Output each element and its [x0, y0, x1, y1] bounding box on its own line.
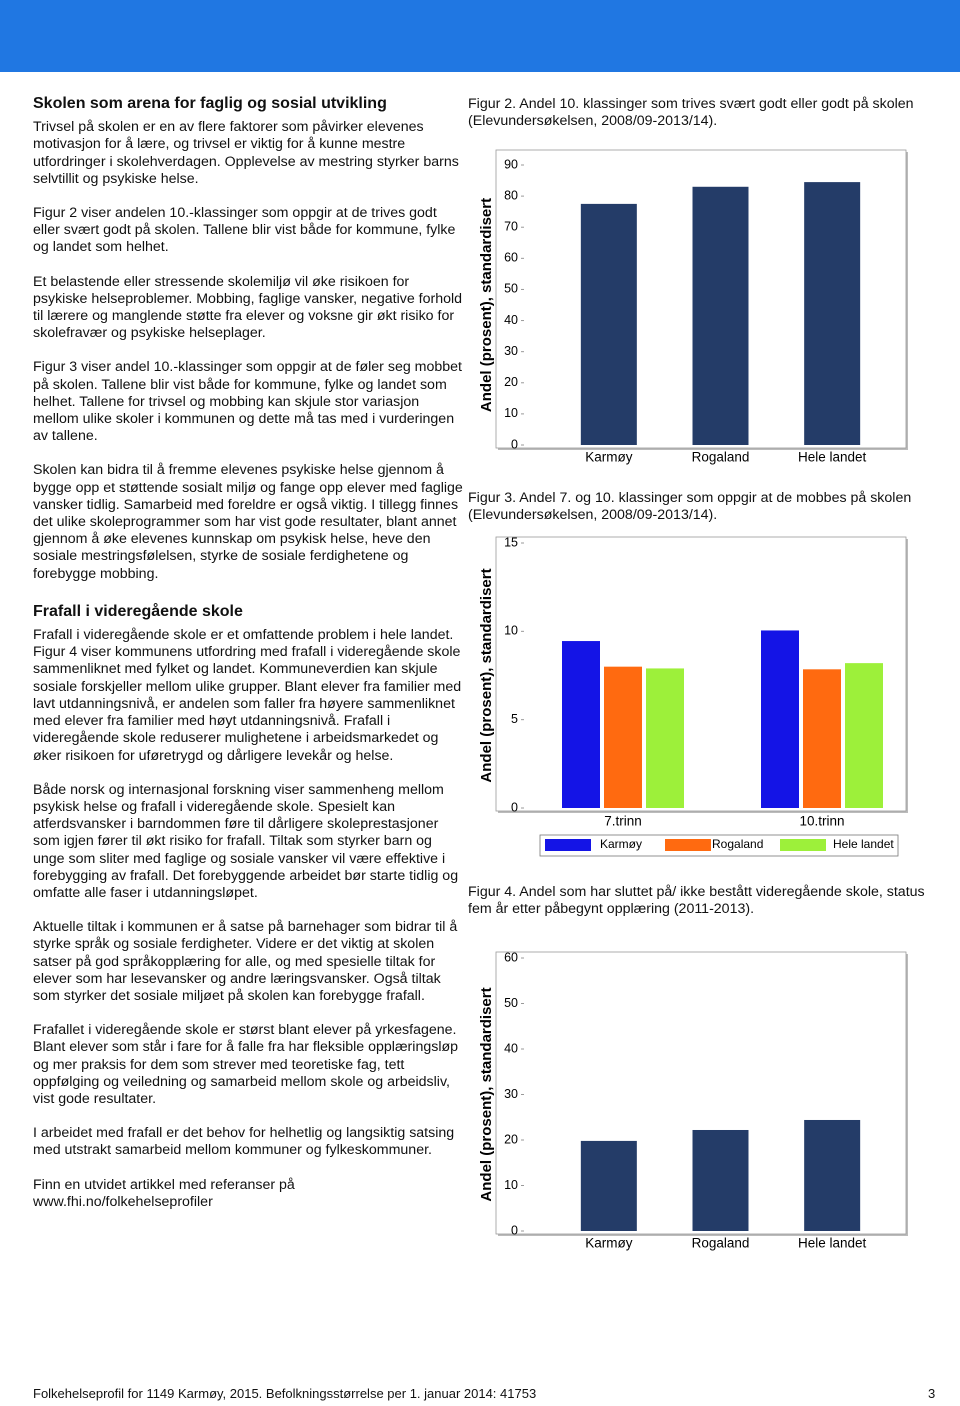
- paragraph: Både norsk og internasjonal forskning vi…: [33, 781, 459, 901]
- bar: [804, 182, 861, 445]
- paragraph: Figur 2 viser andelen 10.-klassinger som…: [33, 205, 456, 256]
- paragraph: Skolen kan bidra til å fremme elevenes p…: [33, 462, 463, 582]
- y-tick-label: 5: [511, 712, 518, 726]
- legend-label: Karmøy: [600, 837, 642, 851]
- legend-swatch: [665, 839, 711, 851]
- section-title: Frafall i videregående skole: [33, 602, 243, 620]
- y-tick-label: 40: [504, 1041, 518, 1055]
- y-tick-label: 50: [504, 282, 518, 296]
- legend-label: Rogaland: [712, 837, 763, 851]
- footer-text: Folkehelseprofil for 1149 Karmøy, 2015. …: [33, 1386, 537, 1401]
- figure-caption: Figur 4. Andel som har sluttet på/ ikke …: [468, 884, 925, 917]
- plot-frame: [495, 536, 907, 812]
- y-tick-label: 60: [504, 251, 518, 265]
- bar: [562, 641, 600, 808]
- paragraph: Finn en utvidet artikkel med referanser …: [33, 1176, 295, 1210]
- x-tick-label: Karmøy: [585, 1236, 633, 1251]
- paragraph: Aktuelle tiltak i kommunen er å satse på…: [33, 919, 458, 1004]
- y-tick-label: 20: [504, 375, 518, 389]
- y-tick-label: 30: [504, 344, 518, 358]
- bar: [580, 203, 637, 445]
- x-tick-label: 10.trinn: [799, 814, 844, 829]
- bar: [692, 1129, 749, 1231]
- bar: [804, 1119, 861, 1231]
- y-tick-label: 40: [504, 313, 518, 327]
- y-tick-label: 10: [504, 624, 518, 638]
- bar: [692, 186, 749, 445]
- y-tick-label: 30: [504, 1087, 518, 1101]
- x-tick-label: Rogaland: [692, 1236, 750, 1251]
- figure-caption: Figur 3. Andel 7. og 10. klassinger som …: [468, 490, 912, 523]
- bar: [580, 1140, 637, 1231]
- y-tick-label: 50: [504, 996, 518, 1010]
- paragraph: Figur 3 viser andel 10.-klassinger som o…: [33, 359, 462, 445]
- paragraph: I arbeidet med frafall er det behov for …: [33, 1125, 455, 1159]
- paragraph: Frafall i videregående skole er et omfat…: [33, 627, 462, 764]
- y-axis-label: Andel (prosent), standardisert: [478, 198, 495, 412]
- header-bar: [0, 0, 960, 72]
- paragraph: Frafallet i videregående skole er størst…: [33, 1022, 459, 1107]
- legend-label: Hele landet: [833, 837, 894, 851]
- bar: [761, 630, 799, 808]
- legend-swatch: [545, 839, 591, 851]
- bar: [803, 669, 841, 808]
- y-tick-label: 90: [504, 157, 518, 171]
- y-tick-label: 10: [504, 406, 518, 420]
- y-axis-label: Andel (prosent), standardisert: [478, 987, 495, 1201]
- y-tick-label: 0: [511, 1223, 518, 1237]
- y-tick-label: 10: [504, 1178, 518, 1192]
- y-tick-label: 20: [504, 1132, 518, 1146]
- y-tick-label: 80: [504, 188, 518, 202]
- bar: [604, 666, 642, 808]
- y-tick-label: 60: [504, 950, 518, 964]
- chart: Andel (prosent), standardisert 0 10 20 30 40 5…: [478, 149, 908, 465]
- y-tick-label: 0: [511, 437, 518, 451]
- x-tick-label: Hele landet: [798, 450, 867, 465]
- y-tick-label: 0: [511, 800, 518, 814]
- y-tick-label: 15: [504, 535, 518, 549]
- y-axis-label: Andel (prosent), standardisert: [478, 568, 495, 782]
- paragraph: Trivsel på skolen er en av flere faktore…: [33, 119, 459, 187]
- x-tick-label: Karmøy: [585, 450, 633, 465]
- page-number: 3: [928, 1386, 936, 1401]
- x-tick-label: Hele landet: [798, 1236, 867, 1251]
- text-column: Skolen som arena for faglig og sosial ut…: [33, 95, 465, 1228]
- section-title: Skolen som arena for faglig og sosial ut…: [33, 95, 387, 112]
- legend-swatch: [780, 839, 826, 851]
- x-tick-label: Rogaland: [692, 450, 750, 465]
- chart: Andel (prosent), standardisert 0 5 10 15 7.tr…: [478, 535, 908, 857]
- y-tick-label: 70: [504, 220, 518, 234]
- bar: [845, 663, 883, 808]
- figure-caption: Figur 2. Andel 10. klassinger som trives…: [468, 96, 914, 129]
- x-tick-label: 7.trinn: [604, 814, 642, 829]
- chart: Andel (prosent), standardisert 0 10 20 30 40 5…: [478, 950, 908, 1251]
- bar: [646, 668, 684, 808]
- paragraph: Et belastende eller stressende skolemilj…: [33, 273, 463, 342]
